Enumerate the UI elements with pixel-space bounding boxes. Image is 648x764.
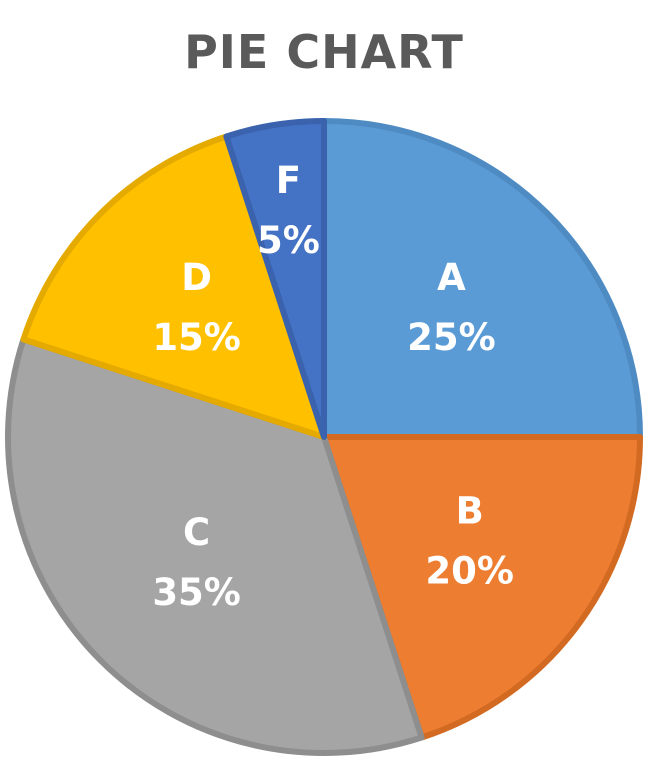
slice-category-label-c: C	[183, 511, 210, 554]
pie-slice-b	[321, 434, 643, 741]
slice-category-label-f: F	[276, 159, 301, 202]
slice-category-label-b: B	[456, 489, 484, 532]
chart-title: PIE CHART	[184, 25, 464, 79]
slice-category-label-d: D	[181, 256, 212, 299]
slice-value-label-f: 5%	[257, 219, 320, 262]
pie-slice-a	[321, 118, 643, 440]
pie-slice-c	[5, 336, 425, 756]
pie-slices	[5, 118, 643, 756]
slice-value-label-c: 35%	[152, 571, 241, 614]
pie-labels: A 25% B 20% C 35% D 15% F 5%	[152, 159, 514, 614]
slice-value-label-d: 15%	[152, 316, 241, 359]
slice-value-label-b: 20%	[425, 549, 514, 592]
pie-slice-f	[223, 118, 327, 440]
slice-value-label-a: 25%	[407, 316, 496, 359]
slice-category-label-a: A	[437, 256, 466, 299]
